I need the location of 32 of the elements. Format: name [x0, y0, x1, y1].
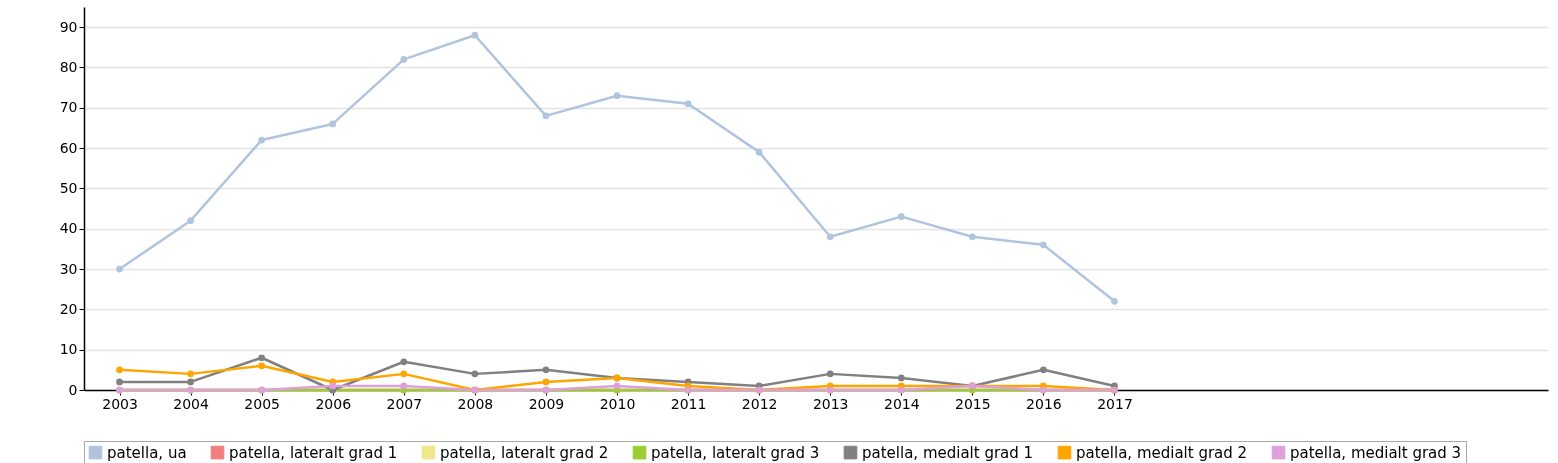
y-tick-label: 10	[59, 341, 78, 358]
legend-label: patella, lateralt grad 2	[440, 443, 609, 462]
y-tick-label: 60	[59, 139, 78, 156]
legend-label: patella, lateralt grad 3	[651, 443, 820, 462]
y-tick-label: 30	[59, 260, 78, 277]
x-tick-label: 2009	[528, 395, 565, 412]
x-tick-label: 2005	[244, 395, 280, 412]
x-tick-label: 2007	[386, 395, 423, 412]
legend-label: patella, medialt grad 2	[1076, 443, 1248, 462]
legend-label: patella, ua	[107, 443, 187, 462]
x-tick-label: 2010	[599, 395, 636, 412]
y-tick-label: 90	[59, 18, 78, 35]
legend-label: patella, medialt grad 1	[862, 443, 1034, 462]
x-tick-label: 2015	[955, 395, 991, 412]
y-tick-label: 0	[68, 381, 78, 398]
legend-label: patella, lateralt grad 1	[229, 443, 398, 462]
x-tick-label: 2016	[1026, 395, 1062, 412]
y-tick-label: 40	[59, 220, 78, 237]
x-tick-label: 2003	[102, 395, 138, 412]
x-tick-label: 2006	[315, 395, 352, 412]
x-tick-label: 2008	[457, 395, 494, 412]
x-tick-label: 2011	[670, 395, 707, 412]
y-tick-label: 70	[59, 99, 78, 116]
x-tick-label: 2017	[1097, 395, 1133, 412]
y-tick-label: 80	[59, 58, 78, 75]
x-tick-label: 2004	[173, 395, 209, 412]
x-tick-label: 2014	[883, 395, 920, 412]
x-tick-label: 2013	[812, 395, 849, 412]
legend-label: patella, medialt grad 3	[1290, 443, 1462, 462]
y-tick-label: 20	[59, 300, 78, 317]
x-tick-label: 2012	[741, 395, 778, 412]
y-tick-label: 50	[59, 179, 78, 196]
